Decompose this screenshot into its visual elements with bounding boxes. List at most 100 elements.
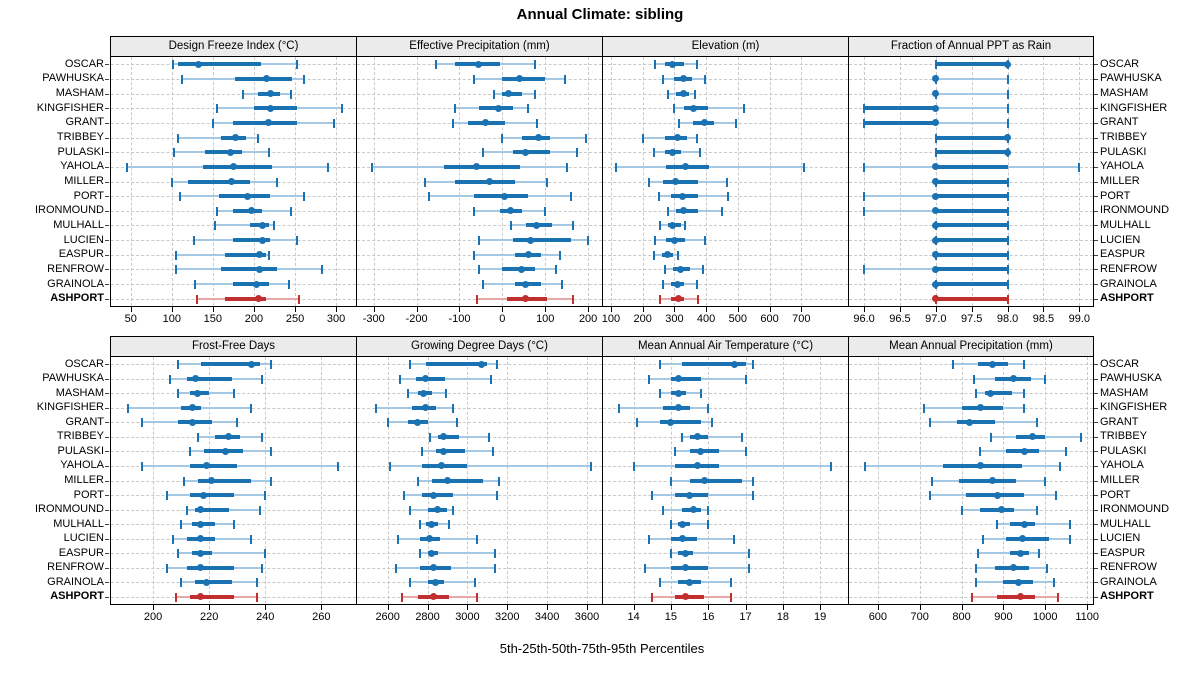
whisker-cap-5th — [193, 280, 196, 290]
percentile-whisker — [670, 552, 750, 555]
whisker-cap-5th — [667, 206, 670, 216]
station-label-right: PAWHUSKA — [1100, 72, 1162, 85]
iqr-bar — [200, 362, 260, 367]
station-label-left: OSCAR — [64, 357, 104, 370]
whisker-cap-95th — [751, 491, 754, 501]
median-dot — [477, 360, 485, 368]
whisker-cap-5th — [473, 74, 476, 84]
whisker-cap-95th — [326, 162, 329, 172]
median-dot — [1020, 520, 1028, 528]
h-gridline — [357, 422, 602, 424]
whisker-cap-95th — [488, 432, 491, 442]
x-tick-label: 96.5 — [889, 313, 911, 325]
median-dot — [197, 593, 205, 601]
x-tick-mark — [416, 307, 418, 312]
station-label-left: EASPUR — [58, 546, 104, 559]
percentile-whisker — [633, 464, 832, 467]
station-label-left: ASHPORT — [50, 590, 104, 603]
h-gridline — [603, 64, 848, 66]
whisker-cap-95th — [729, 592, 732, 602]
iqr-bar — [233, 282, 269, 287]
whisker-cap-95th — [1058, 461, 1061, 471]
x-tick-mark — [587, 605, 589, 610]
median-dot — [1020, 447, 1028, 455]
median-dot — [188, 404, 196, 412]
median-dot — [932, 75, 940, 83]
whisker-cap-95th — [273, 221, 276, 231]
x-tick-mark — [1007, 307, 1009, 312]
whisker-cap-5th — [663, 265, 666, 275]
x-tick-label: 200 — [244, 313, 264, 325]
whisker-cap-5th — [654, 236, 657, 246]
x-tick-label: 97.0 — [925, 313, 947, 325]
median-dot — [1004, 60, 1012, 68]
station-label-left: MULHALL — [53, 218, 104, 231]
station-label-right: GRANT — [1100, 415, 1139, 428]
h-gridline — [603, 78, 848, 80]
x-tick-mark — [387, 605, 389, 610]
station-label-right: MULHALL — [1100, 517, 1151, 530]
x-tick-mark — [212, 307, 214, 312]
median-dot — [932, 207, 940, 215]
whisker-cap-95th — [676, 250, 679, 260]
iqr-bar — [659, 420, 701, 425]
y-tick-mark-right — [1094, 196, 1098, 198]
figure-title: Annual Climate: sibling — [516, 6, 684, 23]
whisker-cap-95th — [492, 447, 495, 457]
iqr-bar — [670, 376, 701, 381]
whisker-cap-95th — [303, 192, 306, 202]
iqr-bar — [425, 362, 488, 367]
whisker-cap-95th — [1069, 520, 1072, 530]
x-tick-label: 400 — [696, 313, 716, 325]
percentile-whisker — [935, 92, 1008, 95]
x-tick-mark — [674, 307, 676, 312]
median-dot — [428, 549, 436, 557]
whisker-cap-95th — [1006, 265, 1009, 275]
iqr-bar — [502, 76, 546, 81]
iqr-bar — [935, 208, 1008, 213]
panel-header-design-freeze-index-c: Design Freeze Index (°C) — [110, 36, 357, 57]
percentile-whisker — [618, 406, 709, 409]
station-label-left: KINGFISHER — [36, 101, 104, 114]
h-gridline — [603, 284, 848, 286]
whisker-cap-95th — [1069, 534, 1072, 544]
x-tick-label: 200 — [143, 611, 163, 623]
y-tick-mark-right — [1094, 451, 1098, 453]
whisker-cap-5th — [172, 60, 175, 70]
whisker-cap-95th — [1065, 447, 1068, 457]
whisker-cap-95th — [703, 74, 706, 84]
whisker-cap-95th — [1006, 206, 1009, 216]
y-tick-mark-right — [1094, 254, 1098, 256]
iqr-bar — [663, 179, 699, 184]
panel-title: Design Freeze Index (°C) — [168, 40, 299, 52]
whisker-cap-5th — [408, 578, 411, 588]
station-label-right: GRAINOLA — [1100, 575, 1157, 588]
x-tick-label: 600 — [760, 313, 779, 325]
whisker-cap-5th — [140, 418, 143, 428]
whisker-cap-95th — [267, 148, 270, 158]
whisker-cap-5th — [643, 563, 646, 573]
x-tick-label: 100 — [601, 313, 621, 325]
median-dot — [428, 520, 436, 528]
median-dot — [258, 236, 266, 244]
whisker-cap-95th — [261, 432, 264, 442]
whisker-cap-5th — [396, 534, 399, 544]
whisker-cap-95th — [448, 520, 451, 530]
station-label-left: IRONMOUND — [34, 503, 104, 516]
whisker-cap-95th — [1044, 374, 1047, 384]
h-gridline — [603, 509, 848, 511]
whisker-cap-95th — [1023, 389, 1026, 399]
h-gridline — [849, 436, 1093, 438]
whisker-cap-5th — [975, 563, 978, 573]
x-tick-label: 97.5 — [960, 313, 983, 325]
y-tick-mark-left — [105, 582, 109, 584]
whisker-cap-95th — [563, 74, 566, 84]
station-label-right: OSCAR — [1100, 357, 1140, 370]
whisker-cap-5th — [171, 534, 174, 544]
iqr-bar — [225, 296, 267, 301]
station-label-right: MASHAM — [1100, 386, 1149, 399]
whisker-cap-95th — [725, 177, 728, 187]
whisker-cap-95th — [733, 534, 736, 544]
whisker-cap-95th — [748, 563, 751, 573]
x-tick-mark — [708, 605, 710, 610]
